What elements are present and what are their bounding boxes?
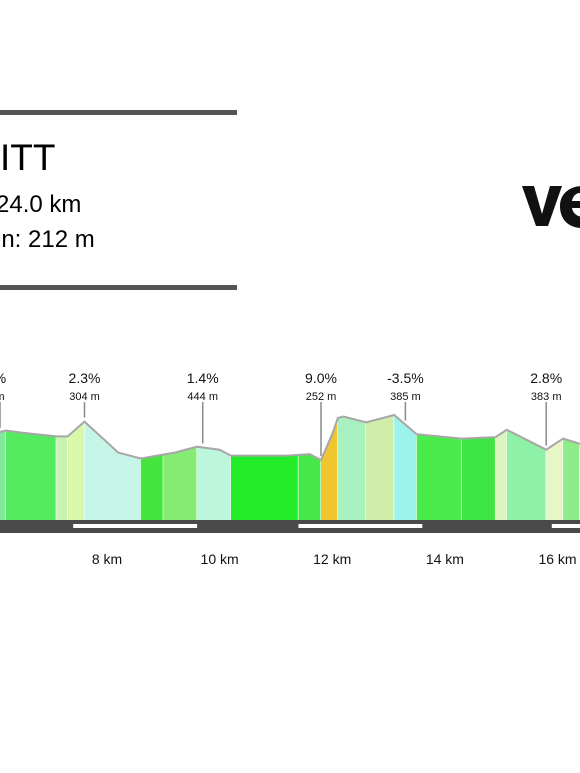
- annotation-grade-3: 9.0%: [305, 370, 337, 386]
- km-stripe-2: [551, 524, 580, 528]
- stage-title: ITT: [0, 137, 56, 178]
- annotation-elevation-3: 252 m: [306, 391, 337, 403]
- gradient-segment-6: [163, 446, 198, 520]
- annotation-grade-2: 1.4%: [187, 370, 219, 386]
- annotation-grade-4: -3.5%: [387, 370, 424, 386]
- gradient-segment-4: [84, 421, 141, 520]
- gradient-segment-2: [56, 436, 68, 520]
- gradient-segment-15: [461, 437, 496, 520]
- profile-outline: [0, 413, 580, 462]
- annotation-elevation-0: m: [0, 391, 5, 403]
- x-tick-label-2: 12 km: [313, 551, 351, 567]
- gradient-segment-19: [563, 438, 580, 520]
- gradient-segment-14: [416, 434, 462, 520]
- stage-info-box: ITT 24.0 km in: 212 m: [0, 130, 240, 280]
- km-stripe-0: [73, 524, 198, 528]
- info-box-top-rule: [0, 110, 237, 115]
- gradient-segment-16: [495, 429, 507, 520]
- elevation-profile-chart: % m 2.3% 304 m 1.4% 444 m 9.0% 252 m -3.5% 385 m 2…: [0, 370, 580, 567]
- annotation-elevation-5: 383 m: [531, 391, 562, 403]
- km-stripe-1: [298, 524, 423, 528]
- stage-elevation-gain: in: 212 m: [0, 226, 95, 253]
- annotation-elevation-2: 444 m: [187, 391, 218, 403]
- road-band: [0, 520, 580, 533]
- x-tick-label-3: 14 km: [426, 551, 464, 567]
- gradient-segment-12: [366, 415, 395, 520]
- annotation-elevation-1: 304 m: [69, 391, 100, 403]
- gradient-segment-18: [546, 438, 564, 520]
- gradient-segment-8: [230, 454, 299, 520]
- info-box-bottom-rule: [0, 285, 237, 290]
- x-tick-label-1: 10 km: [201, 551, 239, 567]
- annotation-grade-1: 2.3%: [69, 370, 101, 386]
- annotation-grade-0: %: [0, 370, 6, 386]
- gradient-segment-10: [321, 418, 338, 520]
- gradient-segment-7: [197, 446, 231, 520]
- gradient-segment-0: [0, 430, 6, 520]
- gradient-segment-11: [337, 416, 366, 520]
- gradient-segment-3: [67, 421, 85, 520]
- gradient-segment-17: [506, 429, 547, 520]
- gradient-segment-9: [298, 454, 321, 520]
- gradient-segment-5: [140, 454, 164, 520]
- gradient-segment-1: [5, 430, 57, 520]
- velo-logo: [520, 180, 580, 232]
- gradient-segment-13: [394, 415, 417, 520]
- stage-distance: 24.0 km: [0, 191, 82, 218]
- annotation-grade-5: 2.8%: [530, 370, 562, 386]
- x-tick-label-4: 16 km: [538, 551, 576, 567]
- x-tick-label-0: 8 km: [92, 551, 122, 567]
- annotation-elevation-4: 385 m: [390, 391, 421, 403]
